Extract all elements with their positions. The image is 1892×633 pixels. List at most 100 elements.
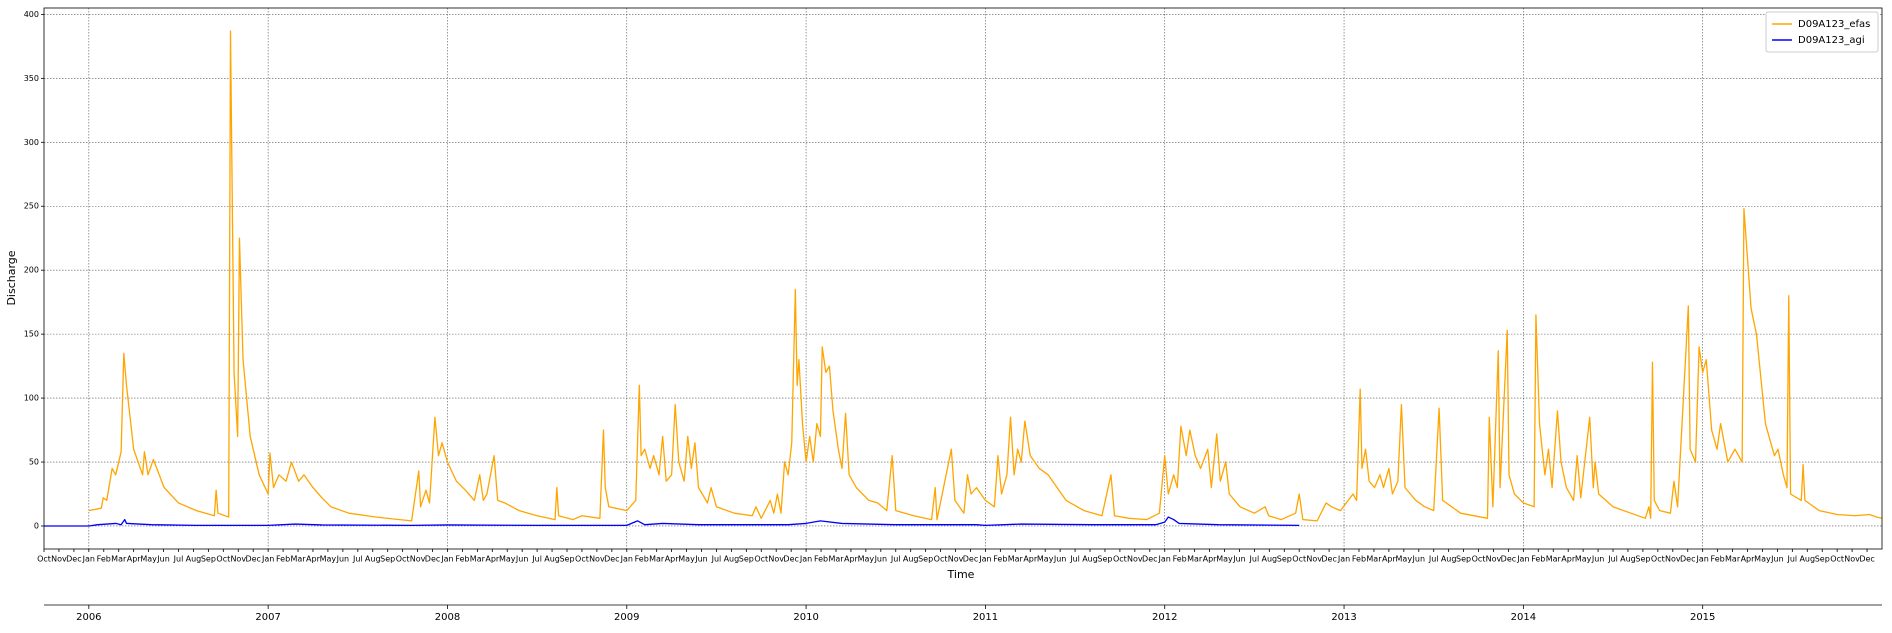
x-tick-label: Aug	[724, 555, 740, 564]
x-tick-label: Feb	[1173, 555, 1187, 564]
x-tick-label: Jun	[1053, 555, 1067, 564]
x-tick-label: Feb	[993, 555, 1007, 564]
x-tick-label: Nov	[410, 555, 426, 564]
x-tick-label: Feb	[1352, 555, 1366, 564]
y-tick-label: 200	[24, 266, 39, 275]
x-tick-label: Apr	[844, 555, 859, 564]
x-tick-label: Sep	[380, 555, 395, 564]
x-tick-label: Nov	[948, 555, 964, 564]
x-tick-label: Dec	[1859, 555, 1874, 564]
x-tick-label: Nov	[1127, 555, 1143, 564]
x-tick-label: Sep	[1635, 555, 1650, 564]
x-tick-label: Jun	[515, 555, 529, 564]
x-tick-label: Oct	[1830, 555, 1844, 564]
x-tick-label: Jan	[82, 555, 95, 564]
x-tick-label: Aug	[1262, 555, 1278, 564]
x-tick-label: May	[499, 555, 516, 564]
x-tick-label: Dec	[1680, 555, 1695, 564]
x-tick-label: Jan	[1516, 555, 1529, 564]
legend-label: D09A123_agi	[1798, 35, 1865, 46]
x-tick-label: Dec	[604, 555, 619, 564]
x-tick-label: Aug	[903, 555, 919, 564]
x-tick-label: May	[1216, 555, 1233, 564]
x2-tick-label: 2013	[1331, 612, 1356, 623]
x-tick-label: Aug	[1441, 555, 1457, 564]
x-tick-label: May	[1037, 555, 1054, 564]
x-tick-label: Oct	[754, 555, 768, 564]
x-tick-label: Nov	[1665, 555, 1681, 564]
x-tick-label: Sep	[918, 555, 933, 564]
x-tick-label: Jul	[1249, 555, 1260, 564]
x-tick-label: Nov	[51, 555, 67, 564]
x2-tick-label: 2012	[1152, 612, 1177, 623]
x-tick-label: Oct	[37, 555, 51, 564]
x-tick-label: Jan	[1696, 555, 1709, 564]
x-tick-label: Dec	[245, 555, 260, 564]
plot-frame	[43, 7, 1883, 550]
x-tick-label: Jan	[620, 555, 633, 564]
x-tick-label: May	[140, 555, 157, 564]
x-tick-label: Jul	[711, 555, 722, 564]
x-tick-label: Sep	[1456, 555, 1471, 564]
x-tick-label: Jan	[799, 555, 812, 564]
x-tick-label: Jun	[1591, 555, 1605, 564]
series-line	[88, 30, 1883, 522]
x-tick-label: Apr	[1561, 555, 1576, 564]
x-tick-label: Oct	[1651, 555, 1665, 564]
x-tick-label: Oct	[396, 555, 410, 564]
x-tick-label: Dec	[66, 555, 81, 564]
x-tick-label: Oct	[1472, 555, 1486, 564]
x-tick-label: Mar	[649, 555, 665, 564]
x-tick-label: Apr	[1741, 555, 1756, 564]
x-tick-label: Apr	[485, 555, 500, 564]
x-tick-label: Jan	[440, 555, 453, 564]
x-tick-label: Nov	[589, 555, 605, 564]
x-tick-label: Dec	[425, 555, 440, 564]
x-tick-label: Jul	[1069, 555, 1080, 564]
x-tick-label: Sep	[201, 555, 216, 564]
x-tick-label: Mar	[1187, 555, 1203, 564]
x-tick-label: Sep	[1815, 555, 1830, 564]
x-tick-label: Nov	[1844, 555, 1860, 564]
x2-tick-label: 2008	[435, 612, 460, 623]
x-tick-label: Oct	[1113, 555, 1127, 564]
x-tick-label: Jul	[1607, 555, 1618, 564]
x-tick-label: Feb	[1531, 555, 1545, 564]
y-tick-label: 150	[24, 330, 39, 339]
x-tick-label: Nov	[230, 555, 246, 564]
y-tick-label: 400	[24, 10, 39, 19]
y-tick-label: 0	[34, 521, 39, 530]
y-tick-label: 250	[24, 202, 39, 211]
x-tick-label: Mar	[828, 555, 844, 564]
x-tick-label: Nov	[1486, 555, 1502, 564]
x-tick-label: May	[1754, 555, 1771, 564]
x-tick-label: Oct	[216, 555, 230, 564]
x-tick-label: May	[1575, 555, 1592, 564]
x-tick-label: Jul	[1787, 555, 1798, 564]
x2-tick-label: 2006	[76, 612, 101, 623]
x-tick-label: Mar	[1008, 555, 1024, 564]
x-tick-label: Jan	[1158, 555, 1171, 564]
x-tick-label: Jul	[173, 555, 184, 564]
legend-label: D09A123_efas	[1798, 19, 1870, 30]
x-tick-label: Jul	[352, 555, 363, 564]
x-tick-label: Apr	[665, 555, 680, 564]
x-tick-label: Sep	[1277, 555, 1292, 564]
x-tick-label: Feb	[276, 555, 290, 564]
x-tick-label: Aug	[544, 555, 560, 564]
x-tick-label: Feb	[814, 555, 828, 564]
x-tick-label: Dec	[1321, 555, 1336, 564]
x-tick-label: May	[858, 555, 875, 564]
x2-tick-label: 2015	[1690, 612, 1715, 623]
x-tick-label: Mar	[1366, 555, 1382, 564]
y-tick-label: 350	[24, 74, 39, 83]
x-tick-label: Mar	[1546, 555, 1562, 564]
x-tick-label: Apr	[1203, 555, 1218, 564]
x-tick-label: Jul	[531, 555, 542, 564]
y-tick-label: 50	[29, 458, 39, 467]
x2-tick-label: 2009	[614, 612, 639, 623]
series-line	[44, 516, 1300, 527]
x2-tick-label: 2014	[1511, 612, 1536, 623]
